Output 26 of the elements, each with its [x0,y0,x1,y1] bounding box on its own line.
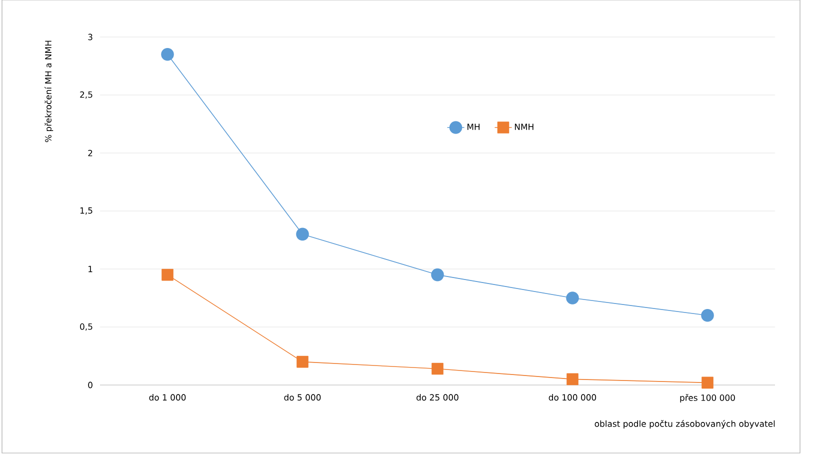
point [296,356,308,368]
x-tick-label: do 25 000 [416,394,458,401]
y-tick-label: 2 [88,150,92,156]
y-axis-title: % překročení MH a NMH [44,40,54,142]
legend-label: NMH [514,124,534,130]
legend-label: MH [468,124,480,130]
x-tick-label: do 5 000 [284,394,321,401]
point [161,48,174,61]
point [296,228,309,241]
point [162,268,174,281]
x-tick-label: přes 100 000 [680,394,735,403]
point [566,292,579,304]
y-tick-label: 0,5 [80,323,92,331]
point [566,373,578,386]
point [431,268,444,282]
y-tick-label: 2,5 [80,91,92,99]
x-tick-label: do 1 000 [149,394,186,401]
y-tick-label: 3 [88,34,92,40]
point [702,376,714,389]
point [432,362,444,375]
x-tick-label: do 100 000 [548,394,596,401]
y-tick-label: 0 [88,382,92,388]
y-tick-label: 1 [88,266,92,272]
x-axis-title: oblast podle počtu zásobovaných obyvatel [594,420,775,429]
y-tick-label: 1,5 [80,207,92,215]
point [701,309,714,322]
